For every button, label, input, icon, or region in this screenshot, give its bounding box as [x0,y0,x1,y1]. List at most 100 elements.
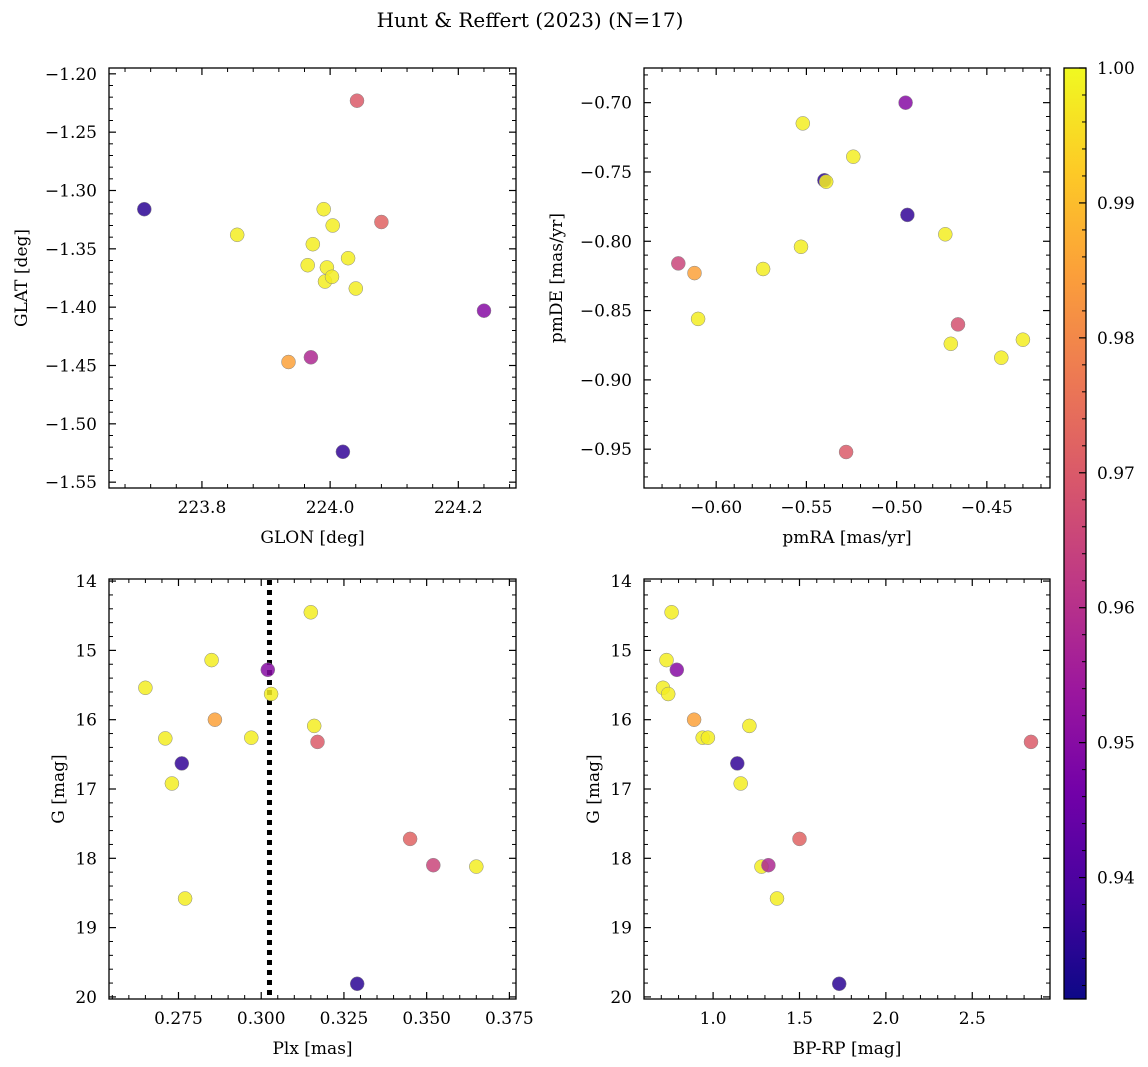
scatter-point [1023,734,1039,750]
colorbar: 0.94 0.95 0.96 0.97 0.98 0.99 1.00 [1063,59,1135,1000]
scatter-point [769,891,785,906]
y-tick-label: 15 [610,641,632,661]
scatter-point [660,686,676,702]
scatter-point [761,857,776,873]
colorbar-tick-label: 0.97 [1097,464,1135,484]
y-tick-label: −0.95 [580,440,632,460]
scatter-point [669,662,685,678]
x-tick-label: −0.55 [780,498,832,518]
y-tick-label: −1.40 [45,298,97,318]
x-tick-label: 0.300 [237,1009,286,1029]
scatter-point [1015,332,1031,347]
scatter-point [818,174,834,189]
x-tick-label: 2.5 [959,1009,986,1029]
scatter-point [831,976,847,992]
colorbar-tick-label: 1.00 [1097,59,1135,79]
y-tick-label: −1.25 [45,123,97,143]
colorbar-tick-label: 0.94 [1097,869,1135,889]
y-tick-label: 18 [75,849,97,869]
scatter-point [838,444,854,460]
scatter-point [335,444,351,460]
scatter-point [158,731,173,746]
x-tick-label: 2.0 [872,1009,899,1029]
y-tick-label: 16 [610,711,632,731]
x-tick-label: 224.0 [306,498,355,518]
scatter-point [755,261,771,277]
scatter-point [846,149,861,164]
y-tick-label: −1.35 [45,240,97,260]
scatter-point [733,776,748,791]
y-tick-label: −0.75 [580,163,632,183]
scatter-point [340,250,356,266]
scatter-point [306,718,322,734]
scatter-point [938,227,953,242]
scatter-point [281,354,296,370]
x-tick-label: 0.275 [154,1009,203,1029]
scatter-point [325,218,340,233]
y-tick-label: −0.70 [580,94,632,114]
panel-bprp-g: 1.0 1.5 2.0 2.5 14 15 16 17 18 19 20 BP-RP [mag] G [… [584,572,1051,1059]
y-tick-label: 14 [610,572,632,592]
x-tick-label: 224.2 [434,498,483,518]
x-axis-label: pmRA [mas/yr] [782,528,911,548]
y-tick-label: 18 [610,849,632,869]
scatter-point [300,257,315,273]
scatter-point [476,303,492,318]
scatter-point [164,776,180,791]
y-tick-label: 17 [610,780,632,800]
x-tick-label: 0.375 [485,1009,534,1029]
scatter-point [374,214,389,230]
y-axis-label: GLAT [deg] [12,229,32,327]
scatter-point [687,265,702,281]
panel-plx-g: 0.275 0.300 0.325 0.350 0.375 14 15 16 17 18 19 20 P… [49,572,534,1059]
y-axis-label: G [mag] [49,754,69,823]
y-tick-label: −1.45 [45,357,97,377]
y-tick-label: −0.90 [580,371,632,391]
x-axis-label: GLON [deg] [260,528,364,548]
panel-glon-glat: 223.8 224.0 224.2 −1.20 −1.25 −1.30 −1.35 −1.40… [12,65,517,548]
scatter-point [469,859,484,874]
scatter-point [900,207,915,223]
figure-title: Hunt & Reffert (2023) (N=17) [377,8,684,32]
y-tick-label: −1.55 [45,473,97,493]
scatter-point [204,652,219,668]
scatter-point [305,236,321,252]
scatter-point [138,680,153,696]
panel-pmra-pmde: −0.60 −0.55 −0.50 −0.45 −0.70 −0.75 −0.80 −0.85… [547,67,1051,548]
scatter-point [943,336,959,352]
y-tick-label: −0.80 [580,232,632,252]
scatter-point [700,730,716,745]
scatter-point [177,891,193,906]
plot-frame [643,67,1051,489]
y-tick-label: 20 [610,988,632,1008]
x-tick-label: −0.50 [871,498,923,518]
scatter-point [207,712,223,727]
plot-frame [643,578,1051,1000]
y-tick-label: −1.20 [45,65,97,85]
scatter-point [671,256,686,271]
scatter-point [795,116,811,131]
scatter-point [686,712,702,727]
y-tick-label: 15 [75,641,97,661]
scatter-point [310,734,325,750]
colorbar-tick-label: 0.98 [1097,329,1135,349]
scatter-point [994,350,1009,365]
y-tick-label: 17 [75,780,97,800]
scatter-point [898,95,913,110]
scatter-point [730,756,745,771]
scatter-point [324,269,340,285]
y-tick-label: 14 [75,572,97,592]
x-tick-label: 0.350 [402,1009,451,1029]
scatter-point [349,976,365,992]
y-tick-label: −0.85 [580,302,632,322]
scatter-point [174,756,190,771]
y-tick-label: 20 [75,988,97,1008]
x-tick-label: 223.8 [178,498,227,518]
colorbar-tick-label: 0.99 [1097,194,1135,214]
scatter-point [244,730,259,745]
scatter-point [426,857,441,873]
y-tick-label: 19 [75,919,97,939]
scatter-point [664,605,679,620]
scatter-point [316,201,331,217]
plot-frame [108,67,517,489]
